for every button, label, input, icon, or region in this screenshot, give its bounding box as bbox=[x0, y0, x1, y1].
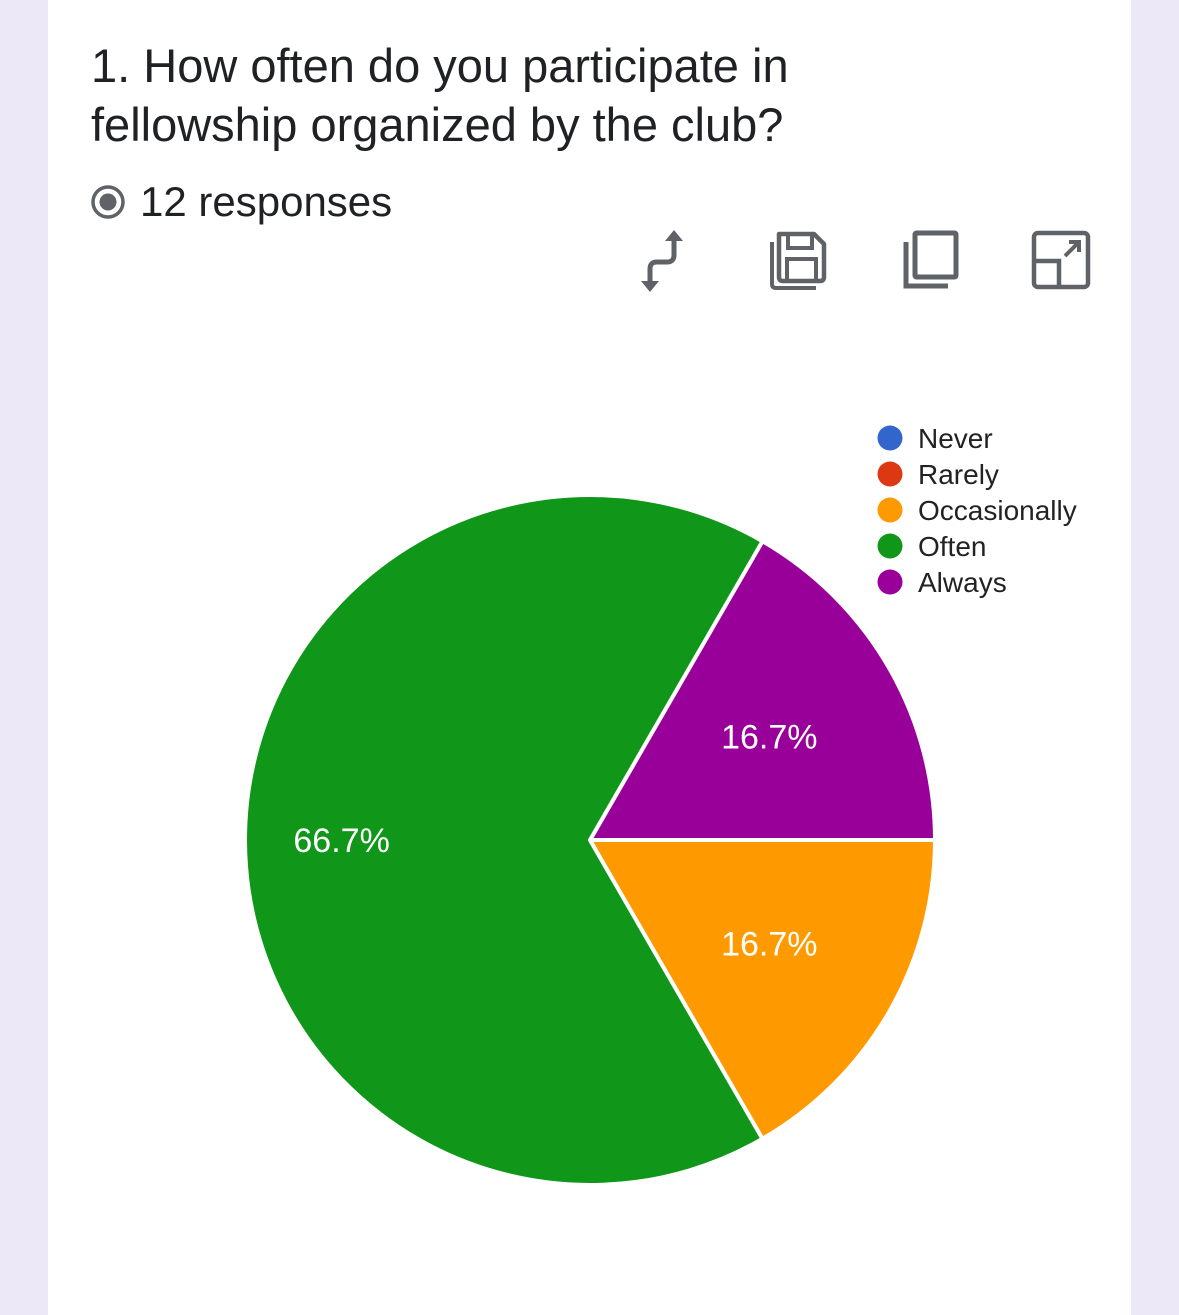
legend-swatch-never bbox=[877, 425, 903, 451]
swap-axes-icon bbox=[641, 230, 683, 292]
copy-icon bbox=[903, 230, 959, 289]
legend-swatch-often bbox=[877, 533, 903, 559]
slice-label-often: 66.7% bbox=[293, 822, 389, 860]
legend-swatch-always bbox=[877, 569, 903, 595]
legend-label-occasionally: Occasionally bbox=[918, 495, 1077, 526]
response-count-label: 12 responses bbox=[140, 178, 393, 225]
save-icon bbox=[770, 231, 827, 290]
pie-slice-always[interactable] bbox=[588, 539, 937, 842]
legend-label-always: Always bbox=[918, 567, 1007, 598]
response-count: 12 responses bbox=[90, 176, 392, 228]
swap-axes-button[interactable] bbox=[626, 224, 698, 296]
legend-swatch-rarely bbox=[877, 461, 903, 487]
copy-chart-button[interactable] bbox=[894, 224, 966, 296]
pie-slice-occasionally[interactable] bbox=[588, 838, 937, 1141]
legend-label-often: Often bbox=[918, 531, 986, 562]
radio-button-icon bbox=[91, 185, 125, 219]
legend-label-never: Never bbox=[918, 423, 993, 454]
open-in-new-button[interactable] bbox=[1025, 224, 1097, 296]
legend-swatch-occasionally bbox=[877, 497, 903, 523]
legend-label-rarely: Rarely bbox=[918, 459, 999, 490]
pie-slice-often[interactable] bbox=[243, 493, 765, 1187]
slice-label-always: 16.7% bbox=[721, 719, 817, 757]
save-image-button[interactable] bbox=[762, 224, 834, 296]
question-title: 1. How often do you participate in fello… bbox=[91, 39, 789, 151]
open-in-new-icon bbox=[1031, 230, 1091, 290]
slice-label-occasionally: 16.7% bbox=[721, 926, 817, 964]
